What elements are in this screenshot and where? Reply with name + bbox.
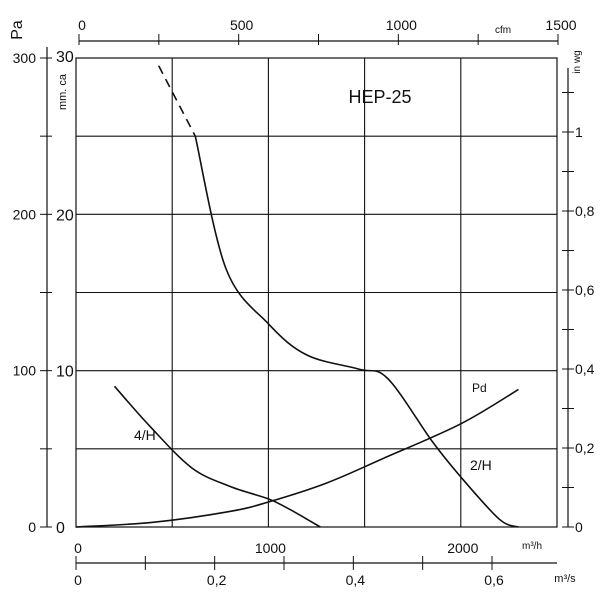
- mmca-tick-label: 30: [56, 49, 74, 66]
- mmca-axis-label: mm. ca: [57, 73, 69, 110]
- grid: [76, 58, 557, 527]
- inwg-tick-label: 0,6: [575, 282, 595, 298]
- cfm-tick-label: 0: [78, 17, 86, 33]
- m3h-tick-label: 0: [74, 540, 82, 556]
- mmca-tick-label: 0: [56, 520, 65, 537]
- m3s-tick-label: 0,4: [346, 572, 366, 588]
- pa-axis-label: Pa: [9, 20, 26, 40]
- plot-frame: [75, 57, 558, 528]
- curves: [75, 65, 519, 528]
- pa-tick-label: 200: [13, 206, 37, 222]
- pa-tick-label: 0: [28, 519, 36, 535]
- curve-4-h: [113, 385, 321, 528]
- cfm-axis-label: cfm: [495, 25, 511, 36]
- series-label-4-h: 4/H: [134, 427, 156, 443]
- m3h-tick-label: 1000: [255, 540, 286, 556]
- m3h-axis-label: m³/h: [522, 541, 542, 552]
- cfm-tick-label: 1500: [545, 17, 576, 33]
- m3h-tick-label: 2000: [447, 540, 478, 556]
- inwg-tick-label: 0,8: [575, 203, 595, 219]
- m3s-tick-label: 0,2: [207, 572, 227, 588]
- series-label-2-h: 2/H: [470, 457, 492, 473]
- m3s-tick-label: 0: [74, 572, 82, 588]
- m3s-tick-label: 0,6: [484, 572, 504, 588]
- pa-tick-label: 300: [13, 50, 37, 66]
- curve-2-h-dashed: [157, 65, 197, 137]
- chart-title: HEP-25: [348, 87, 411, 107]
- mmca-tick-label: 20: [56, 207, 74, 224]
- cfm-tick-label: 1000: [386, 17, 417, 33]
- inwg-tick-label: 1: [575, 124, 583, 140]
- inwg-axis-label: in wg: [572, 50, 583, 73]
- pa-tick-label: 100: [13, 363, 37, 379]
- inwg-tick-label: 0,4: [575, 361, 595, 377]
- cfm-tick-label: 500: [230, 17, 254, 33]
- curve-2-h: [194, 136, 519, 528]
- inwg-tick-label: 0,2: [575, 440, 595, 456]
- axes: [40, 34, 574, 570]
- mmca-tick-label: 10: [56, 364, 74, 381]
- inwg-tick-label: 0: [575, 519, 583, 535]
- curve-pd: [75, 388, 519, 528]
- m3s-axis-label: m³/s: [554, 573, 576, 585]
- series-label-pd: Pd: [472, 381, 487, 395]
